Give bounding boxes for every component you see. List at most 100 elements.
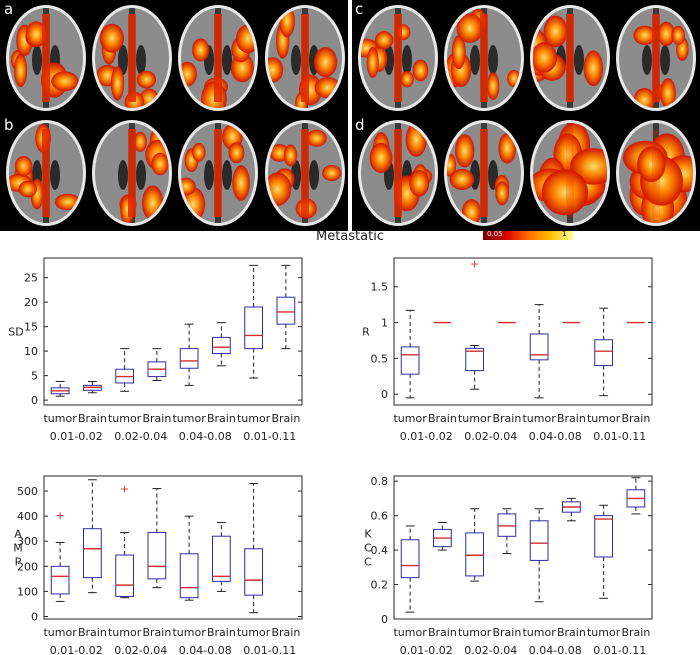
- activation-blob: [455, 134, 475, 168]
- midline-activation: [42, 129, 50, 217]
- box-brain-2: [147, 488, 167, 589]
- box-tumor-3: [529, 304, 549, 399]
- x-tick-label: tumor: [393, 412, 427, 425]
- midline-activation: [301, 14, 309, 102]
- midline-activation: [128, 129, 136, 217]
- y-tick-label: 0.5: [371, 352, 389, 365]
- panel-label-d: d: [355, 116, 365, 134]
- panel-label-a: a: [4, 0, 14, 18]
- x-tick-label: Brain: [621, 412, 650, 425]
- y-axis-label: KCC: [364, 528, 372, 569]
- x-tick-label: tumor: [458, 412, 492, 425]
- box-brain-4: [626, 477, 646, 515]
- activation-blob: [133, 131, 147, 152]
- activation-blob: [268, 57, 284, 83]
- group-label: 0.01-0.02: [400, 430, 453, 443]
- box-brain-4: [276, 264, 296, 350]
- iqr-box: [179, 348, 199, 369]
- y-axis-label-char: P: [15, 556, 22, 569]
- iqr-box: [400, 539, 420, 579]
- activation-blob: [498, 132, 517, 164]
- box-tumor-4: [244, 264, 263, 379]
- x-tick-label: Brain: [207, 626, 236, 639]
- plot-frame: [43, 475, 303, 620]
- activation-blob: [660, 78, 676, 108]
- iqr-box: [497, 513, 517, 537]
- iqr-box: [465, 347, 484, 372]
- x-tick-label: Brain: [492, 412, 521, 425]
- x-tick-label: tumor: [43, 412, 77, 425]
- iqr-box: [529, 333, 549, 361]
- iqr-box: [83, 528, 102, 579]
- activation-blob: [583, 50, 604, 87]
- activation-blob: [283, 144, 298, 167]
- activation-blob: [412, 59, 429, 82]
- panel-label-b: b: [4, 116, 14, 134]
- plot-frame: [43, 257, 303, 406]
- y-tick-label: 1.5: [371, 281, 389, 294]
- box-brain-1: [83, 380, 102, 394]
- iqr-box: [50, 565, 70, 595]
- activation-blob: [25, 21, 47, 47]
- midline-activation: [214, 129, 222, 217]
- iqr-box: [147, 531, 167, 580]
- group-label: 0.04-0.08: [529, 430, 582, 443]
- box-tumor-3: [529, 508, 549, 603]
- x-tick-label: Brain: [271, 626, 300, 639]
- x-tick-label: Brain: [78, 412, 107, 425]
- box-brain-1: [83, 479, 102, 594]
- midline-activation: [652, 14, 660, 102]
- box-tumor-2: [465, 508, 484, 582]
- iqr-box: [244, 548, 263, 596]
- colorbar-max-label: 1: [562, 230, 567, 238]
- box-tumor-2: +: [465, 258, 484, 390]
- box-tumor-2: [115, 348, 134, 392]
- activation-blob: [409, 169, 430, 197]
- activation-blob: [486, 72, 500, 101]
- x-tick-label: Brain: [142, 412, 171, 425]
- x-tick-label: tumor: [458, 626, 492, 639]
- x-tick-label: Brain: [557, 626, 586, 639]
- x-tick-label: tumor: [587, 412, 621, 425]
- activation-blob: [366, 46, 379, 79]
- y-tick-label: 20: [24, 296, 38, 309]
- activation-blob: [374, 31, 394, 50]
- box-tumor-1: [50, 380, 70, 397]
- box-brain-1: [433, 522, 452, 551]
- y-axis-label-char: A: [14, 528, 22, 541]
- midline-activation: [128, 14, 136, 102]
- activation-blob: [637, 146, 666, 183]
- activation-blob: [306, 129, 327, 147]
- activation-blob: [51, 71, 79, 92]
- iqr-box: [594, 515, 613, 558]
- y-tick-label: 200: [17, 560, 38, 573]
- group-label: 0.01-0.11: [593, 430, 646, 443]
- group-label: 0.02-0.04: [464, 644, 517, 655]
- midline-activation: [566, 129, 574, 217]
- iqr-box: [400, 346, 420, 375]
- iqr-box: [244, 306, 263, 350]
- activation-blob: [136, 70, 157, 89]
- colorbar: [483, 231, 573, 240]
- activation-blob: [657, 21, 675, 47]
- iqr-box: [212, 535, 231, 582]
- box-tumor-1: [400, 525, 420, 613]
- activation-blob: [533, 42, 558, 73]
- midline-activation: [480, 14, 488, 102]
- group-label: 0.04-0.08: [179, 644, 232, 655]
- y-tick-label: 0.8: [371, 475, 389, 488]
- box-brain-2: [147, 348, 167, 381]
- y-tick-label: 1: [381, 317, 388, 330]
- x-tick-label: Brain: [271, 412, 300, 425]
- activation-blob: [228, 142, 245, 164]
- box-tumor-2: +: [115, 483, 134, 599]
- x-tick-label: tumor: [108, 626, 142, 639]
- x-tick-label: Brain: [207, 412, 236, 425]
- y-tick-label: 500: [17, 485, 38, 498]
- y-axis-label-char: K: [364, 528, 372, 541]
- activation-blob: [192, 142, 206, 162]
- y-tick-label: 0: [31, 394, 38, 407]
- activation-blob: [110, 66, 125, 101]
